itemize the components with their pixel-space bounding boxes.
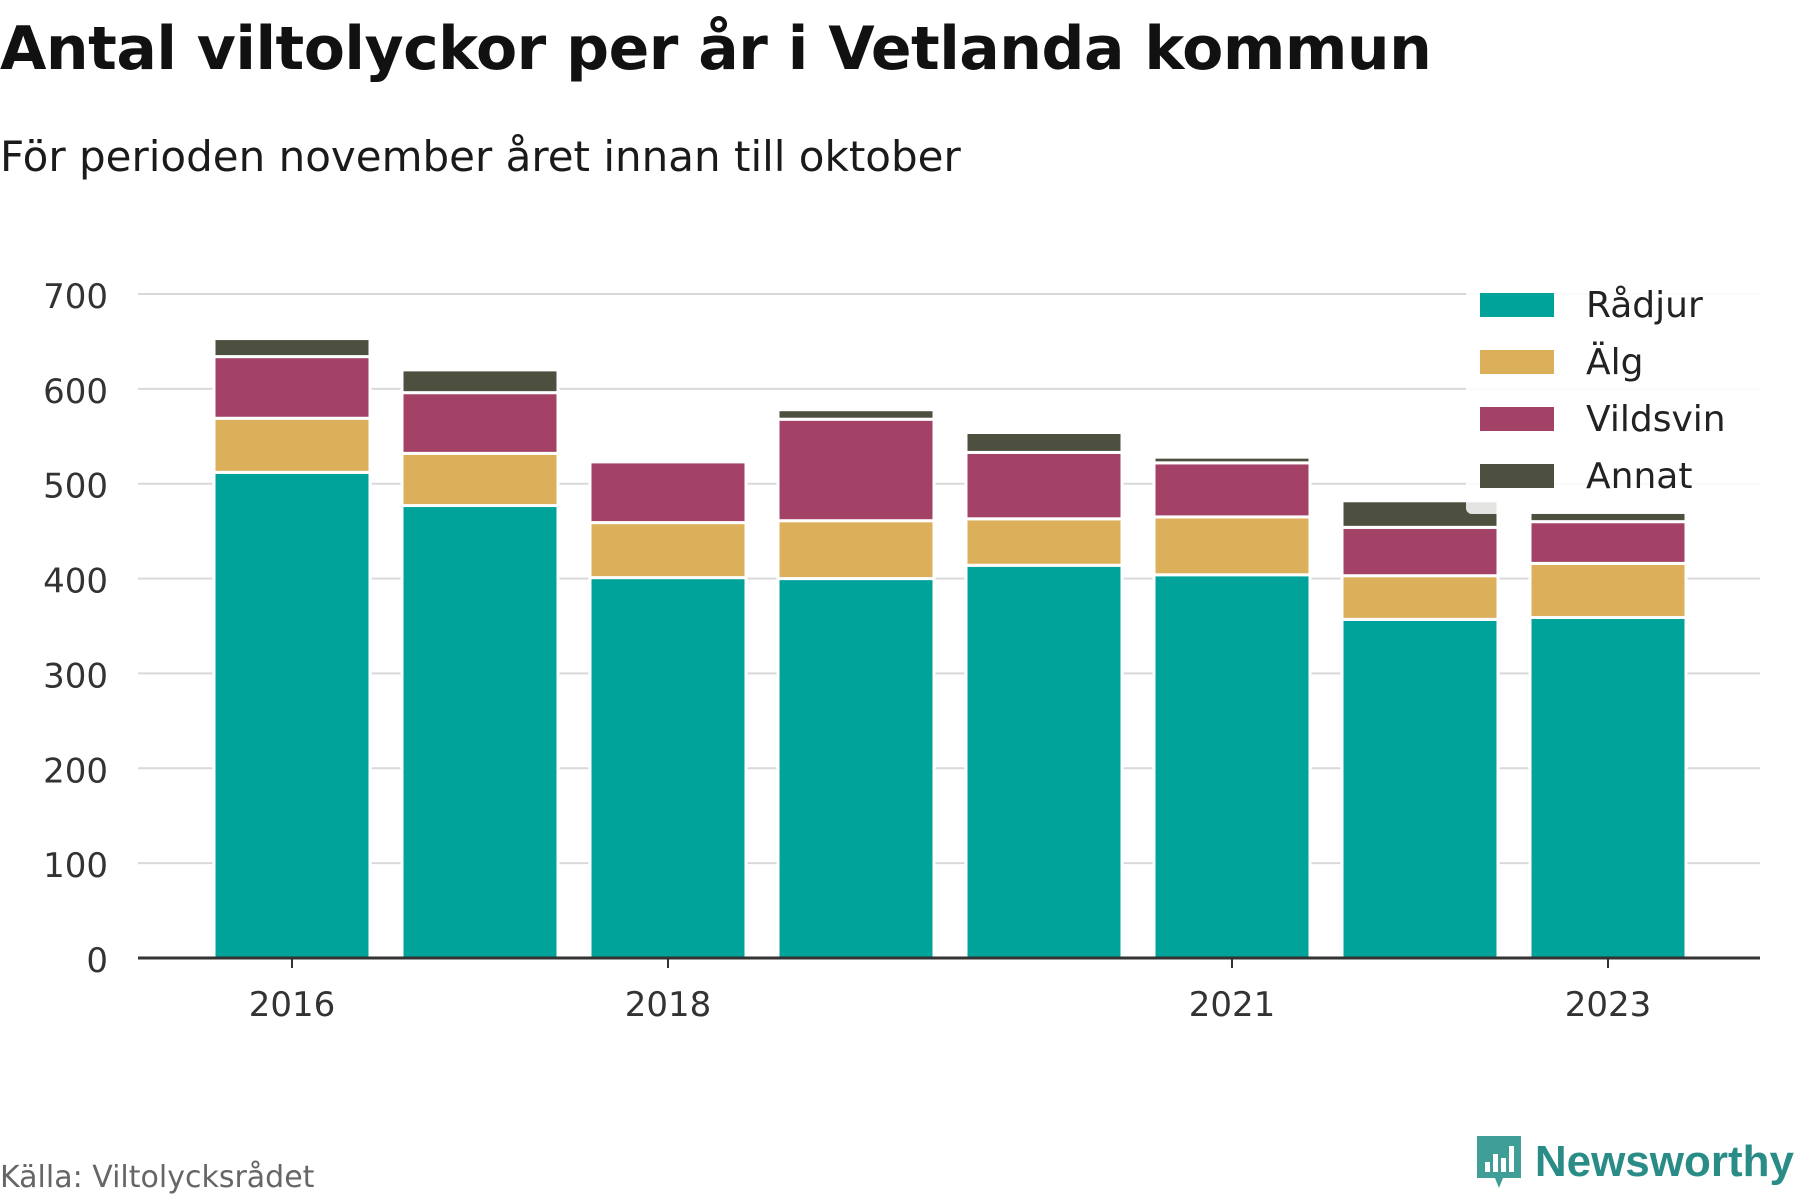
chart-subtitle: För perioden november året innan till ok…	[0, 132, 961, 181]
bar-segment-vildsvin	[1152, 461, 1312, 519]
bar-segment-rådjur	[1528, 615, 1688, 960]
bar-segment-vildsvin	[588, 460, 748, 525]
bar-segment-älg	[212, 416, 372, 474]
bar-segment-rådjur	[1152, 573, 1312, 960]
source-note: Källa: Viltolycksrådet	[0, 1160, 315, 1195]
bar-segment-rådjur	[964, 563, 1124, 960]
brand-name: Newsworthy	[1534, 1137, 1794, 1186]
newsworthy-icon	[1476, 1136, 1521, 1188]
y-tick-label: 700	[43, 277, 108, 317]
legend-label: Rådjur	[1586, 285, 1703, 326]
y-tick-label: 300	[43, 656, 108, 696]
y-tick-label: 500	[43, 467, 108, 507]
bar-segment-älg	[1340, 574, 1500, 621]
bar-segment-vildsvin	[964, 450, 1124, 521]
bar-segment-älg	[776, 519, 936, 581]
legend-label: Annat	[1586, 456, 1692, 497]
bar-segment-älg	[400, 451, 560, 508]
bar-segment-annat	[1152, 455, 1312, 465]
brand-logo: Newsworthy	[1473, 1132, 1794, 1192]
legend: Rådjur Älg Vildsvin Annat	[1466, 282, 1760, 514]
bar-segment-rådjur	[400, 504, 560, 960]
legend-label: Älg	[1586, 341, 1643, 383]
bar-segment-rådjur	[776, 577, 936, 960]
bars	[212, 337, 1688, 960]
bar-segment-annat	[400, 368, 560, 395]
bar-segment-älg	[964, 517, 1124, 567]
bar-chart: 0 100 200 300 400 500 600 700 2016 2018 2021 2023 R…	[43, 277, 1760, 1025]
bar-segment-rådjur	[1340, 617, 1500, 960]
x-tick-label: 2021	[1189, 985, 1276, 1025]
legend-background	[1466, 282, 1760, 514]
legend-swatch	[1480, 350, 1554, 374]
x-tick-label: 2023	[1565, 985, 1652, 1025]
bar-segment-vildsvin	[400, 391, 560, 455]
bar-segment-rådjur	[212, 470, 372, 960]
bar-segment-rådjur	[588, 576, 748, 960]
y-tick-label: 200	[43, 751, 108, 791]
chart-title: Antal viltolyckor per år i Vetlanda komm…	[0, 14, 1432, 84]
bar-segment-vildsvin	[1340, 525, 1500, 578]
bar-segment-annat	[1340, 499, 1500, 529]
x-tick-label: 2018	[625, 985, 712, 1025]
bar-segment-annat	[212, 337, 372, 359]
legend-swatch	[1480, 293, 1554, 317]
legend-swatch	[1480, 464, 1554, 488]
y-tick-label: 0	[86, 941, 108, 981]
bar-segment-älg	[588, 521, 748, 580]
bar-segment-vildsvin	[212, 355, 372, 420]
x-tick-label: 2016	[249, 985, 336, 1025]
bar-segment-älg	[1528, 561, 1688, 619]
legend-swatch	[1480, 407, 1554, 431]
bar-segment-annat	[776, 408, 936, 421]
bar-segment-vildsvin	[776, 417, 936, 523]
y-tick-label: 600	[43, 372, 108, 412]
y-tick-label: 100	[43, 846, 108, 886]
bar-segment-vildsvin	[1528, 520, 1688, 565]
bar-segment-annat	[964, 430, 1124, 454]
axes: 0 100 200 300 400 500 600 700 2016 2018 2021 2023	[43, 277, 1760, 1025]
y-tick-label: 400	[43, 562, 108, 602]
bar-segment-älg	[1152, 515, 1312, 577]
legend-label: Vildsvin	[1586, 399, 1726, 440]
